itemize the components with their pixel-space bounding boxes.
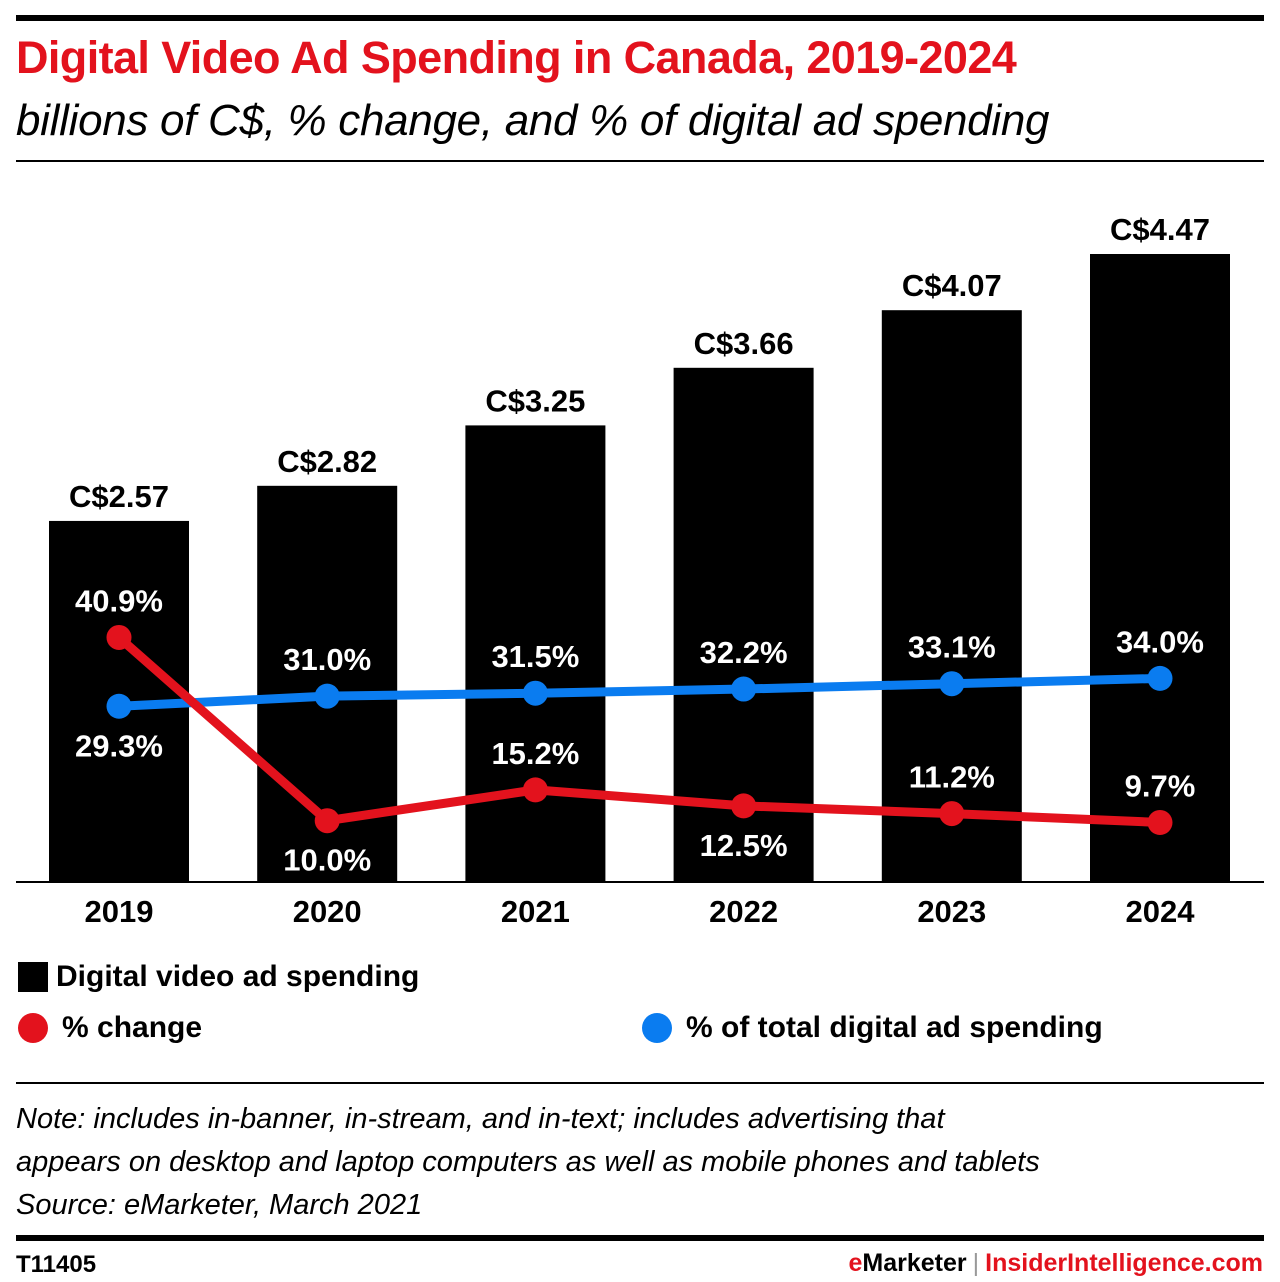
change-line xyxy=(116,634,1161,827)
legend-label-spending: Digital video ad spending xyxy=(56,960,420,993)
x-tick-label-2022: 2022 xyxy=(709,894,778,929)
change-point-2023 xyxy=(939,801,965,827)
bar-2024 xyxy=(1090,254,1230,882)
bar-value-label-2023: C$4.07 xyxy=(902,268,1002,303)
legend-label-share: % of total digital ad spending xyxy=(686,1011,1103,1044)
share-point-2020 xyxy=(314,683,340,709)
change-value-label-2024: 9.7% xyxy=(1125,768,1196,803)
bar-value-label-2020: C$2.82 xyxy=(277,444,377,479)
bar-value-label-2022: C$3.66 xyxy=(694,326,794,361)
brand-emarketer-text: eMarketer xyxy=(848,1249,967,1277)
x-tick-label-2020: 2020 xyxy=(293,894,362,929)
share-value-label-2021: 31.5% xyxy=(491,639,579,674)
share-point-2019 xyxy=(106,693,132,719)
brand-separator: | xyxy=(972,1249,980,1277)
bar-2021 xyxy=(465,425,606,882)
chart-id: T11405 xyxy=(16,1251,97,1278)
source-line: Source: eMarketer, March 2021 xyxy=(16,1189,423,1221)
subtitle-divider xyxy=(16,160,1264,162)
legend-item-change: % change xyxy=(18,1011,202,1045)
share-value-label-2024: 34.0% xyxy=(1116,624,1204,659)
notes-divider xyxy=(16,1082,1264,1084)
notes-block: Note: includes in-banner, in-stream, and… xyxy=(16,1098,1040,1227)
change-point-2021 xyxy=(522,777,548,803)
brand-insider-intelligence: InsiderIntelligence.com xyxy=(985,1249,1263,1277)
change-value-label-2021: 15.2% xyxy=(491,736,579,771)
bar-value-label-2021: C$3.25 xyxy=(485,383,585,418)
brand-emarketer: eMarketer xyxy=(849,1249,967,1277)
share-value-label-2019: 29.3% xyxy=(75,728,163,763)
x-tick-label-2023: 2023 xyxy=(917,894,986,929)
chart-title: Digital Video Ad Spending in Canada, 201… xyxy=(16,32,1017,83)
bar-value-label-2024: C$4.47 xyxy=(1110,212,1210,247)
share-value-label-2022: 32.2% xyxy=(700,635,788,670)
chart-plot: C$2.57 C$2.82 C$3.25 C$3.66 C$4.07 C$4.47 2019… xyxy=(16,212,1264,929)
footer-brand: eMarketer | InsiderIntelligence.com xyxy=(849,1249,1264,1278)
legend-swatch-change-dot xyxy=(18,1013,48,1043)
chart-subtitle: billions of C$, % change, and % of digit… xyxy=(16,96,1050,145)
change-point-2020 xyxy=(314,808,340,834)
change-value-label-2023: 11.2% xyxy=(909,760,995,795)
share-value-label-2020: 31.0% xyxy=(283,642,371,677)
bottom-rule xyxy=(16,1235,1264,1241)
share-point-2023 xyxy=(939,671,965,697)
legend-label-change: % change xyxy=(62,1011,203,1044)
share-value-label-2023: 33.1% xyxy=(908,630,996,665)
top-rule xyxy=(16,15,1264,21)
change-point-2024 xyxy=(1147,809,1173,835)
share-line xyxy=(118,673,1161,711)
x-tick-label-2021: 2021 xyxy=(501,894,570,929)
bar-value-label-2019: C$2.57 xyxy=(69,479,169,514)
change-point-2022 xyxy=(731,793,757,819)
x-tick-label-2024: 2024 xyxy=(1126,894,1196,929)
x-tick-label-2019: 2019 xyxy=(85,894,154,929)
share-point-2021 xyxy=(522,680,548,706)
legend-swatch-bar xyxy=(18,962,48,992)
share-point-2024 xyxy=(1147,665,1173,691)
change-value-label-2019: 40.9% xyxy=(75,583,163,618)
change-value-label-2020: 10.0% xyxy=(283,843,371,878)
change-point-2019 xyxy=(106,624,132,650)
legend-item-spending: Digital video ad spending xyxy=(18,960,419,994)
note-line-2: appears on desktop and laptop computers … xyxy=(16,1146,1040,1178)
legend-item-share: % of total digital ad spending xyxy=(642,1011,1103,1045)
bar-2023 xyxy=(881,310,1022,882)
note-line-1: Note: includes in-banner, in-stream, and… xyxy=(16,1103,945,1135)
change-value-label-2022: 12.5% xyxy=(700,828,788,863)
legend-swatch-share-dot xyxy=(642,1013,672,1043)
share-point-2022 xyxy=(731,676,757,702)
